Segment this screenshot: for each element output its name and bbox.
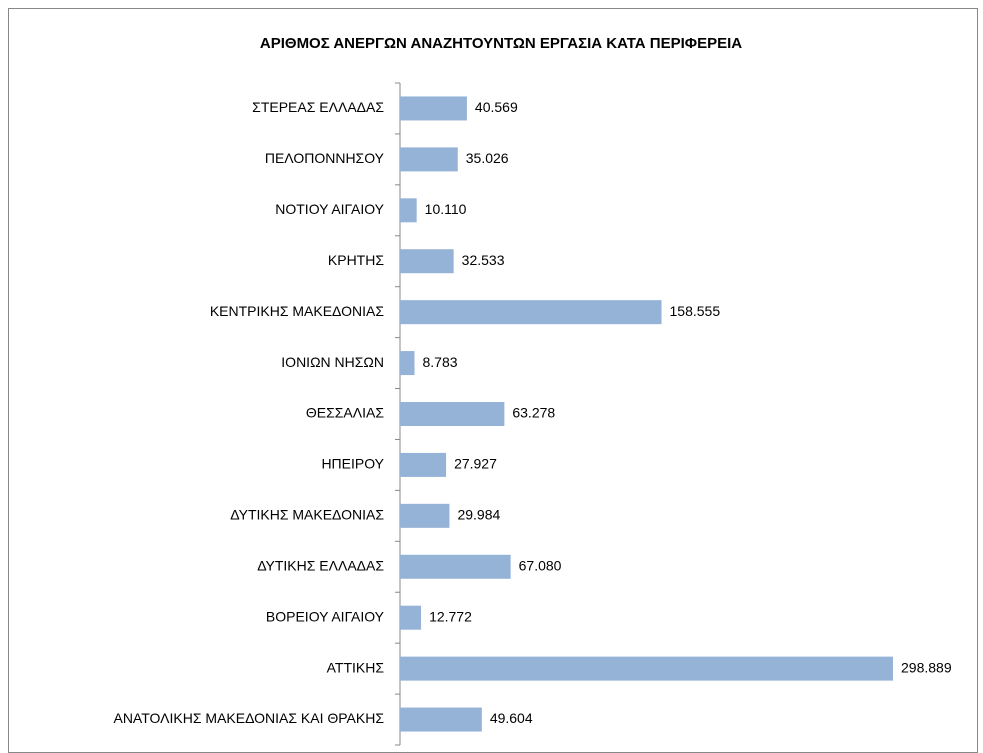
bar xyxy=(400,402,505,426)
chart-title: ΑΡΙΘΜΟΣ ΑΝΕΡΓΩΝ ΑΝΑΖΗΤΟΥΝΤΩΝ ΕΡΓΑΣΙΑ ΚΑΤ… xyxy=(260,35,742,52)
category-label: ΘΕΣΣΑΛΙΑΣ xyxy=(306,405,384,421)
category-label: ΚΡΗΤΗΣ xyxy=(328,252,384,268)
value-label: 8.783 xyxy=(422,354,457,370)
value-label: 49.604 xyxy=(490,710,533,726)
bar xyxy=(400,351,415,376)
value-label: 158.555 xyxy=(670,303,721,319)
category-label: ΒΟΡΕΙΟΥ ΑΙΓΑΙΟΥ xyxy=(266,608,385,624)
value-label: 27.927 xyxy=(454,456,497,472)
bar xyxy=(400,452,447,477)
bar xyxy=(400,249,454,274)
category-label: ΚΕΝΤΡΙΚΗΣ ΜΑΚΕΔΟΝΙΑΣ xyxy=(210,303,385,319)
category-label: ΠΕΛΟΠΟΝΝΗΣΟΥ xyxy=(265,150,385,166)
value-label: 10.110 xyxy=(425,201,467,217)
category-label: ΔΥΤΙΚΗΣ ΕΛΛΑΔΑΣ xyxy=(257,557,384,573)
value-label: 29.984 xyxy=(457,507,500,523)
category-label: ΗΠΕΙΡΟΥ xyxy=(321,456,384,472)
value-label: 67.080 xyxy=(519,557,562,573)
category-label: ΣΤΕΡΕΑΣ ΕΛΛΑΔΑΣ xyxy=(252,99,384,115)
chart-frame xyxy=(8,8,978,753)
bar xyxy=(400,300,662,325)
bar xyxy=(400,707,482,732)
bar xyxy=(400,198,417,223)
category-label: ΔΥΤΙΚΗΣ ΜΑΚΕΔΟΝΙΑΣ xyxy=(230,507,384,523)
bar xyxy=(400,147,458,172)
bar xyxy=(400,554,511,579)
value-label: 40.569 xyxy=(475,99,518,115)
category-label: ΙΟΝΙΩΝ ΝΗΣΩΝ xyxy=(281,354,384,370)
value-label: 32.533 xyxy=(462,252,505,268)
value-label: 12.772 xyxy=(429,608,472,624)
value-label: 63.278 xyxy=(512,405,555,421)
category-label: ΑΝΑΤΟΛΙΚΗΣ ΜΑΚΕΔΟΝΙΑΣ ΚΑΙ ΘΡΑΚΗΣ xyxy=(113,710,384,726)
value-label: 298.889 xyxy=(901,659,952,675)
category-label: ΑΤΤΙΚΗΣ xyxy=(327,659,385,675)
bar xyxy=(400,96,467,121)
bar xyxy=(400,656,893,681)
category-label: ΝΟΤΙΟΥ ΑΙΓΑΙΟΥ xyxy=(275,201,384,217)
value-label: 35.026 xyxy=(466,150,509,166)
bar xyxy=(400,503,450,528)
bar xyxy=(400,605,422,630)
